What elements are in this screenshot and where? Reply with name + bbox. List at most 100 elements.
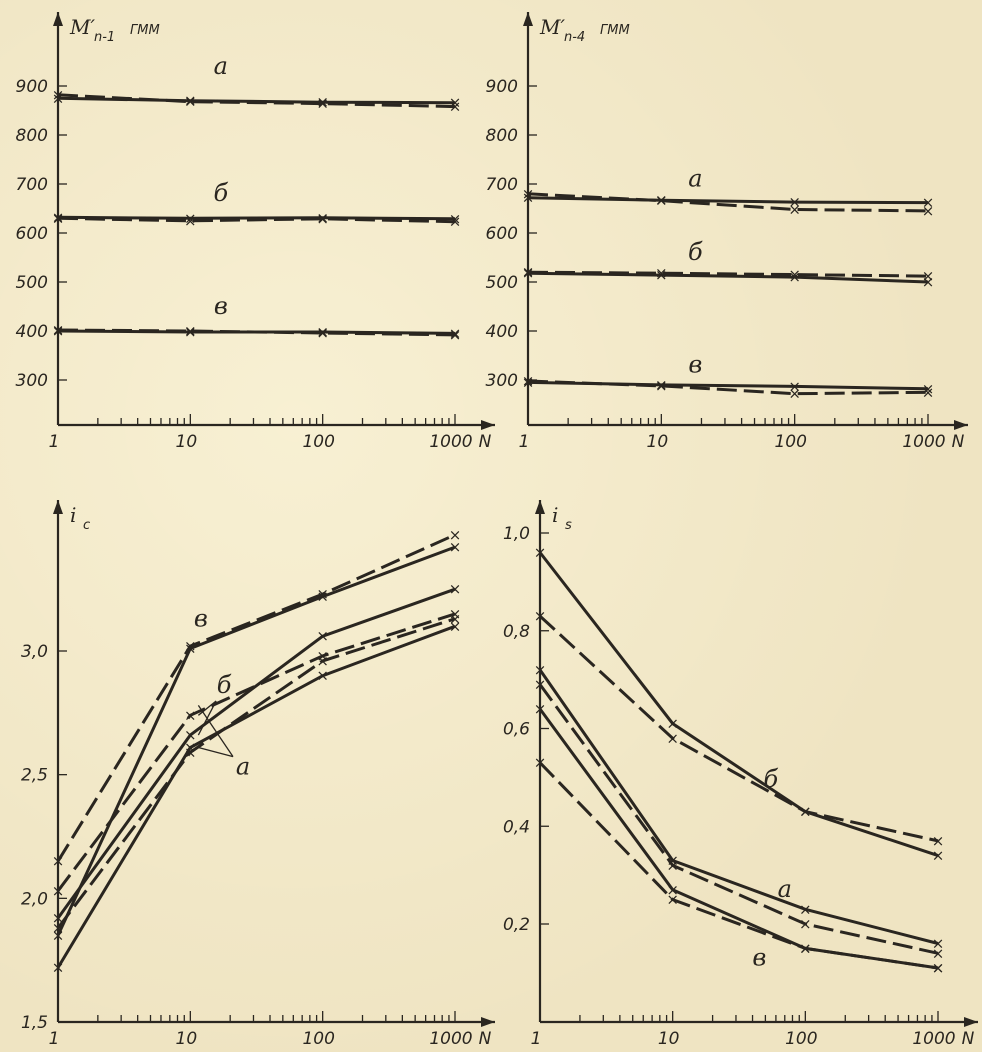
data-point-marker: ×	[655, 266, 668, 284]
label-leader	[197, 700, 217, 716]
x-tick-label: 10	[176, 432, 198, 452]
data-point-marker: ×	[52, 852, 65, 870]
data-point-marker: ×	[316, 324, 329, 342]
y-tick-label: 600	[16, 224, 48, 244]
data-point-marker: ×	[449, 526, 462, 544]
series-line-3	[538, 669, 939, 945]
data-point-marker: ×	[316, 588, 329, 606]
x-tick-label: 1	[531, 1029, 542, 1049]
data-point-marker: ×	[316, 210, 329, 228]
data-point-marker: ×	[799, 900, 812, 918]
x-tick-label: 10	[647, 432, 669, 452]
curve-label: б	[214, 179, 229, 207]
data-point-marker: ×	[522, 372, 535, 390]
y-tick-label: 400	[16, 322, 48, 342]
series-line-6	[56, 617, 456, 929]
series-line-6	[538, 761, 939, 970]
y-tick-label: 700	[486, 175, 518, 195]
y-tick-label: 0,2	[503, 915, 530, 935]
data-point-marker: ×	[52, 926, 65, 944]
data-point-marker: ×	[184, 726, 197, 744]
data-point-marker: ×	[316, 652, 329, 670]
data-point-marker: ×	[449, 98, 462, 116]
x-axis-arrow	[964, 1017, 978, 1027]
data-point-marker: ×	[184, 322, 197, 340]
y-tick-label: 2,5	[21, 766, 48, 786]
y-tick-label: 0,4	[503, 817, 530, 837]
data-point-marker: ×	[922, 202, 935, 220]
y-tick-label: 300	[16, 371, 48, 391]
data-point-marker: ×	[449, 326, 462, 344]
data-point-marker: ×	[522, 263, 535, 281]
curve-label: а	[688, 164, 702, 192]
curve-label: б	[688, 238, 703, 266]
y-tick-label: 600	[486, 224, 518, 244]
y-axis-arrow	[53, 500, 63, 514]
x-tick-label: 1	[49, 1029, 60, 1049]
y-axis-label-subscript: n-4	[564, 30, 585, 45]
data-point-marker: ×	[788, 193, 801, 211]
y-tick-label: 1,0	[503, 524, 530, 544]
data-point-marker: ×	[922, 383, 935, 401]
chart-panel-1: 1 10 100 1000 N 300 400 500 600 700 800 900 M′n-1 ГММ…	[16, 12, 495, 452]
data-point-marker: ×	[666, 891, 679, 909]
x-tick-label: 1	[49, 432, 60, 452]
y-tick-label: 900	[486, 77, 518, 97]
series-line-2	[527, 192, 929, 213]
y-tick-label: 0,6	[503, 720, 530, 740]
data-point-marker: ×	[655, 377, 668, 395]
series-line-6	[57, 328, 456, 337]
data-point-marker: ×	[799, 803, 812, 821]
x-tick-label: 1000	[429, 1029, 472, 1049]
y-tick-label: 400	[486, 322, 518, 342]
data-point-marker: ×	[184, 209, 197, 227]
data-point-marker: ×	[52, 882, 65, 900]
data-point-marker: ×	[52, 86, 65, 104]
data-point-marker: ×	[52, 919, 65, 937]
data-point-marker: ×	[184, 743, 197, 761]
x-axis-arrow	[481, 1017, 495, 1027]
data-point-marker: ×	[922, 267, 935, 285]
series-line-1	[527, 196, 929, 205]
x-tick-label: 1000	[912, 1029, 955, 1049]
data-point-marker: ×	[932, 935, 945, 953]
x-tick-label: 1000	[429, 432, 472, 452]
data-point-marker: ×	[52, 321, 65, 339]
data-point-marker: ×	[666, 881, 679, 899]
series-line-4	[56, 612, 456, 892]
data-point-marker: ×	[655, 191, 668, 209]
y-tick-label: 1,5	[21, 1013, 48, 1033]
data-point-marker: ×	[449, 213, 462, 231]
data-point-marker: ×	[449, 617, 462, 635]
y-axis-label: M′	[69, 15, 95, 39]
chart-panel-2: 1 10 100 1000 N 300 400 500 600 700 800 900 M′n-4 ГММ…	[486, 12, 968, 452]
x-axis-label: N	[479, 432, 492, 452]
data-point-marker: ×	[184, 706, 197, 724]
y-axis-arrow	[523, 12, 533, 26]
y-tick-label: 0,8	[503, 622, 530, 642]
curve-label: а	[778, 875, 792, 903]
x-tick-label: 10	[176, 1029, 198, 1049]
series-line-1	[56, 545, 456, 937]
data-point-marker: ×	[316, 585, 329, 603]
data-point-marker: ×	[788, 385, 801, 403]
y-tick-label: 700	[16, 175, 48, 195]
y-axis-arrow	[535, 500, 545, 514]
data-point-marker: ×	[799, 915, 812, 933]
data-point-marker: ×	[184, 323, 197, 341]
x-tick-label: 100	[302, 432, 334, 452]
data-point-marker: ×	[316, 627, 329, 645]
data-point-marker: ×	[932, 832, 945, 850]
data-point-marker: ×	[316, 323, 329, 341]
data-point-marker: ×	[534, 754, 547, 772]
series-line-3	[56, 587, 456, 919]
series-line-1	[538, 551, 939, 858]
y-tick-label: 300	[486, 371, 518, 391]
data-point-marker: ×	[534, 661, 547, 679]
x-tick-label: 100	[785, 1029, 817, 1049]
data-point-marker: ×	[788, 266, 801, 284]
curve-label: а	[214, 52, 228, 80]
y-axis-label-subscript: c	[83, 518, 90, 533]
data-point-marker: ×	[655, 192, 668, 210]
